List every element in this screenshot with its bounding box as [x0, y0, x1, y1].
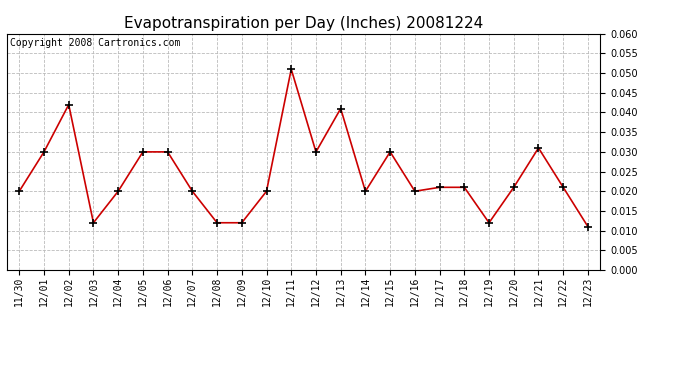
Title: Evapotranspiration per Day (Inches) 20081224: Evapotranspiration per Day (Inches) 2008… [124, 16, 483, 31]
Text: Copyright 2008 Cartronics.com: Copyright 2008 Cartronics.com [10, 39, 180, 48]
